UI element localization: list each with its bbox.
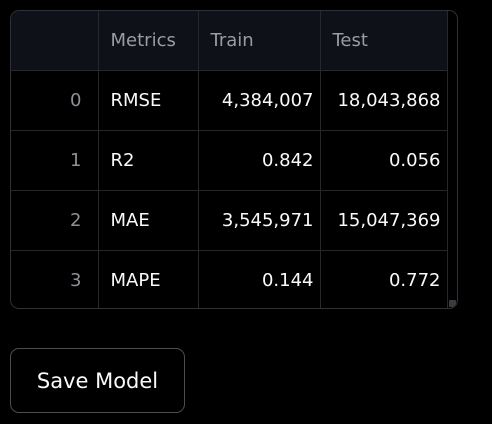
column-header-metrics[interactable]: Metrics [98,11,199,71]
metric-cell[interactable]: RMSE [98,70,199,131]
table-row: 1 R2 0.842 0.056 [11,130,448,191]
table-row: 3 MAPE 0.144 0.772 [11,250,448,308]
metric-cell[interactable]: MAPE [98,250,199,308]
row-index[interactable]: 3 [11,250,99,308]
metric-cell[interactable]: R2 [98,130,199,191]
table-row: 0 RMSE 4,384,007 18,043,868 [11,70,448,131]
train-cell[interactable]: 0.842 [198,130,321,191]
row-index[interactable]: 1 [11,130,99,191]
test-cell[interactable]: 0.772 [320,250,448,308]
column-header-test[interactable]: Test [320,11,448,71]
table-row: 2 MAE 3,545,971 15,047,369 [11,190,448,251]
column-header-train[interactable]: Train [198,11,321,71]
metric-cell[interactable]: MAE [98,190,199,251]
train-cell[interactable]: 0.144 [198,250,321,308]
test-cell[interactable]: 15,047,369 [320,190,448,251]
test-cell[interactable]: 0.056 [320,130,448,191]
train-cell[interactable]: 4,384,007 [198,70,321,131]
train-cell[interactable]: 3,545,971 [198,190,321,251]
column-header-index[interactable] [11,11,99,71]
metrics-dataframe[interactable]: Metrics Train Test 0 RMSE 4,384,007 18,0… [10,10,458,309]
save-model-button[interactable]: Save Model [10,348,185,413]
resize-handle[interactable] [449,300,456,307]
row-index[interactable]: 2 [11,190,99,251]
row-index[interactable]: 0 [11,70,99,131]
test-cell[interactable]: 18,043,868 [320,70,448,131]
table-header-row: Metrics Train Test [11,11,448,71]
metrics-table: Metrics Train Test 0 RMSE 4,384,007 18,0… [11,11,448,308]
